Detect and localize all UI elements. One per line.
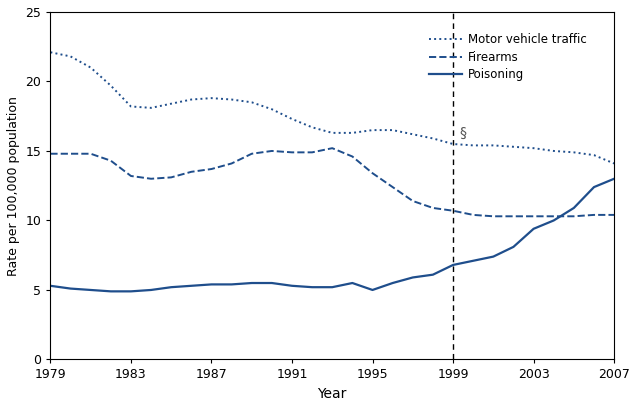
Motor vehicle traffic	[489, 143, 497, 148]
Motor vehicle traffic	[389, 128, 396, 133]
Poisoning	[570, 206, 578, 211]
Poisoning	[168, 285, 175, 290]
Firearms	[429, 206, 437, 211]
Motor vehicle traffic	[107, 83, 115, 88]
Motor vehicle traffic	[147, 105, 155, 110]
Firearms	[127, 173, 135, 178]
Poisoning	[389, 281, 396, 286]
Poisoning	[187, 283, 195, 288]
Poisoning	[348, 281, 356, 286]
Motor vehicle traffic	[47, 50, 54, 55]
Poisoning	[590, 185, 598, 190]
Firearms	[308, 150, 316, 155]
Poisoning	[47, 283, 54, 288]
Poisoning	[530, 226, 538, 231]
Poisoning	[329, 285, 336, 290]
Motor vehicle traffic	[67, 54, 75, 59]
Motor vehicle traffic	[228, 97, 236, 102]
Poisoning	[550, 218, 557, 223]
Motor vehicle traffic	[87, 65, 94, 70]
Firearms	[187, 169, 195, 174]
Motor vehicle traffic	[449, 142, 457, 146]
Motor vehicle traffic	[308, 125, 316, 130]
Poisoning	[147, 288, 155, 293]
Motor vehicle traffic	[329, 131, 336, 135]
Firearms	[510, 214, 517, 219]
Line: Firearms: Firearms	[50, 148, 614, 216]
Firearms	[288, 150, 296, 155]
Motor vehicle traffic	[348, 131, 356, 135]
Motor vehicle traffic	[429, 136, 437, 141]
Motor vehicle traffic	[369, 128, 376, 133]
X-axis label: Year: Year	[318, 387, 347, 401]
Firearms	[389, 185, 396, 190]
Firearms	[168, 175, 175, 180]
Firearms	[489, 214, 497, 219]
Motor vehicle traffic	[168, 101, 175, 106]
Firearms	[590, 213, 598, 217]
Poisoning	[369, 288, 376, 293]
Firearms	[228, 161, 236, 166]
Firearms	[409, 199, 417, 204]
Poisoning	[248, 281, 255, 286]
Motor vehicle traffic	[248, 100, 255, 105]
Poisoning	[449, 262, 457, 267]
Firearms	[469, 213, 477, 217]
Motor vehicle traffic	[610, 161, 618, 166]
Poisoning	[288, 283, 296, 288]
Poisoning	[409, 275, 417, 280]
Motor vehicle traffic	[187, 97, 195, 102]
Motor vehicle traffic	[127, 104, 135, 109]
Poisoning	[510, 244, 517, 249]
Motor vehicle traffic	[469, 143, 477, 148]
Firearms	[550, 214, 557, 219]
Firearms	[610, 213, 618, 217]
Poisoning	[107, 289, 115, 294]
Firearms	[570, 214, 578, 219]
Poisoning	[87, 288, 94, 293]
Firearms	[530, 214, 538, 219]
Firearms	[449, 208, 457, 213]
Motor vehicle traffic	[510, 144, 517, 149]
Firearms	[147, 176, 155, 181]
Firearms	[329, 146, 336, 151]
Poisoning	[489, 254, 497, 259]
Motor vehicle traffic	[409, 132, 417, 137]
Firearms	[268, 149, 276, 153]
Firearms	[248, 151, 255, 156]
Motor vehicle traffic	[550, 149, 557, 153]
Firearms	[107, 158, 115, 163]
Legend: Motor vehicle traffic, Firearms, Poisoning: Motor vehicle traffic, Firearms, Poisoni…	[424, 28, 591, 86]
Poisoning	[308, 285, 316, 290]
Motor vehicle traffic	[208, 96, 215, 101]
Poisoning	[469, 258, 477, 263]
Poisoning	[127, 289, 135, 294]
Poisoning	[610, 176, 618, 181]
Poisoning	[268, 281, 276, 286]
Firearms	[369, 171, 376, 176]
Text: §: §	[459, 126, 466, 140]
Motor vehicle traffic	[590, 153, 598, 157]
Firearms	[47, 151, 54, 156]
Motor vehicle traffic	[570, 150, 578, 155]
Firearms	[208, 166, 215, 171]
Motor vehicle traffic	[530, 146, 538, 151]
Motor vehicle traffic	[268, 107, 276, 112]
Firearms	[348, 154, 356, 159]
Poisoning	[429, 272, 437, 277]
Y-axis label: Rate per 100,000 population: Rate per 100,000 population	[7, 96, 20, 276]
Motor vehicle traffic	[288, 117, 296, 122]
Poisoning	[208, 282, 215, 287]
Line: Poisoning: Poisoning	[50, 179, 614, 291]
Line: Motor vehicle traffic: Motor vehicle traffic	[50, 52, 614, 164]
Firearms	[67, 151, 75, 156]
Poisoning	[228, 282, 236, 287]
Poisoning	[67, 286, 75, 291]
Firearms	[87, 151, 94, 156]
